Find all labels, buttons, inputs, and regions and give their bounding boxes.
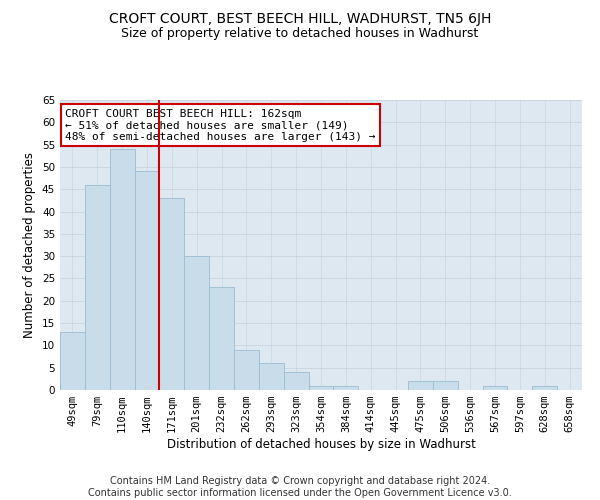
- Bar: [408, 381, 433, 390]
- X-axis label: Distribution of detached houses by size in Wadhurst: Distribution of detached houses by size …: [167, 438, 475, 451]
- Text: CROFT COURT, BEST BEECH HILL, WADHURST, TN5 6JH: CROFT COURT, BEST BEECH HILL, WADHURST, …: [109, 12, 491, 26]
- Bar: [308, 386, 334, 390]
- Bar: [110, 149, 134, 390]
- Text: Contains HM Land Registry data © Crown copyright and database right 2024.
Contai: Contains HM Land Registry data © Crown c…: [88, 476, 512, 498]
- Bar: [433, 381, 458, 390]
- Bar: [209, 288, 234, 390]
- Text: CROFT COURT BEST BEECH HILL: 162sqm
← 51% of detached houses are smaller (149)
4: CROFT COURT BEST BEECH HILL: 162sqm ← 51…: [65, 108, 376, 142]
- Bar: [532, 386, 557, 390]
- Bar: [334, 386, 358, 390]
- Bar: [482, 386, 508, 390]
- Text: Size of property relative to detached houses in Wadhurst: Size of property relative to detached ho…: [121, 28, 479, 40]
- Bar: [234, 350, 259, 390]
- Bar: [60, 332, 85, 390]
- Bar: [85, 185, 110, 390]
- Y-axis label: Number of detached properties: Number of detached properties: [23, 152, 37, 338]
- Bar: [134, 172, 160, 390]
- Bar: [184, 256, 209, 390]
- Bar: [160, 198, 184, 390]
- Bar: [259, 363, 284, 390]
- Bar: [284, 372, 308, 390]
